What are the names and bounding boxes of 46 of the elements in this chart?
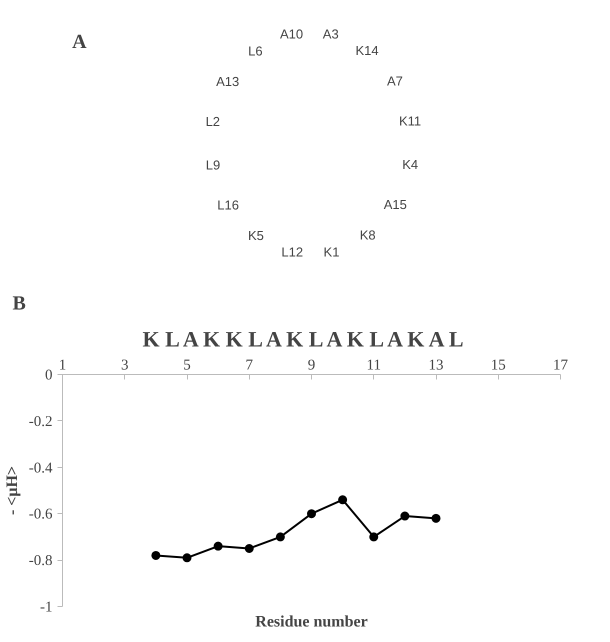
y-tick-label: -0.6 [28,506,53,523]
y-tick-label: -1 [40,600,53,616]
text: A7 [386,73,403,88]
text: A3 [322,26,339,42]
text: A [72,31,88,54]
point [369,532,378,542]
y-tick-label: -0.8 [28,553,53,570]
point [276,532,285,542]
y-tick-label: -0.2 [28,414,53,430]
x-tick-label: 11 [366,358,381,374]
text: K1 [324,244,340,260]
x-tick-label: 5 [183,358,191,374]
x-axis-title: Residue number [255,614,368,630]
x-tick-label: 1 [58,358,66,374]
text: A13 [216,74,240,90]
text: A15 [384,196,407,212]
text: L16 [217,198,239,213]
x-tick-label: 3 [121,358,128,374]
text: K11 [398,113,422,128]
point [338,495,348,504]
x-tick-label: 17 [553,358,568,374]
text: L6 [248,43,263,58]
point [400,512,410,521]
text: L12 [281,244,304,260]
text: K5 [248,228,264,244]
x-tick-label: 7 [246,358,254,374]
x-tick-label: 15 [490,358,506,374]
chart-title: B [12,292,26,314]
y-tick-label: -0.4 [28,460,53,476]
point [182,553,192,562]
point [151,550,160,560]
point [432,514,440,523]
y-axis-title: - <μH> [4,466,21,516]
chart-subtitle: K L A K K L A K L A K L A K A L [142,326,464,352]
text: A10 [280,26,304,42]
text: K14 [355,42,379,58]
point [307,509,316,518]
text: L9 [206,158,220,173]
x-tick-label: 13 [428,358,444,374]
point [244,544,254,553]
text: L2 [206,114,220,130]
x-tick-label: 9 [308,358,316,374]
point [214,542,223,551]
text: K8 [360,228,376,243]
text: K4 [402,156,418,172]
y-tick-label: 0 [45,368,52,384]
